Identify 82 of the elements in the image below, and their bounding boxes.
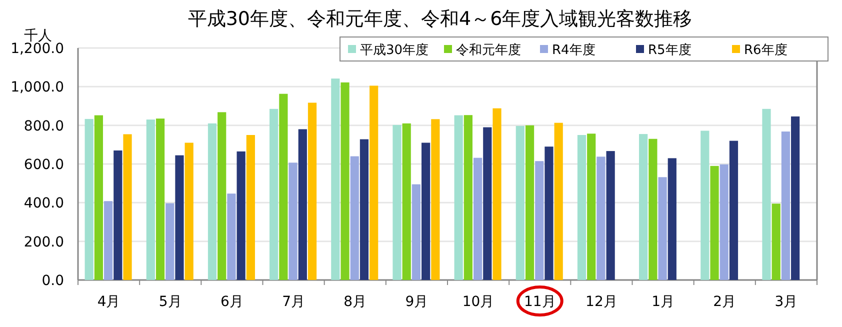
legend-label: 平成30年度 [360,42,429,58]
bar [525,125,534,280]
bar [762,108,771,280]
x-tick-label: 10月 [462,294,494,310]
bar [729,140,738,280]
bar [175,155,184,280]
bar [700,130,710,280]
x-tick-label: 2月 [713,294,736,310]
y-tick-label: 400.0 [24,196,64,212]
x-tick-label: 7月 [282,294,306,310]
bar [402,123,411,280]
bar [791,116,800,280]
y-tick-label: 200.0 [24,234,64,250]
x-tick-label: 4月 [97,294,120,310]
bar [464,115,472,280]
legend-label: R6年度 [744,42,788,58]
bar [412,184,421,280]
y-tick-label: 1,000.0 [10,80,64,96]
x-tick-label: 3月 [774,294,798,310]
bar [270,108,278,280]
bar [535,161,544,280]
bar [279,94,288,280]
x-tick-label: 5月 [158,294,182,310]
bar [246,135,255,280]
x-tick-label: 9月 [405,294,428,310]
bar [156,118,165,280]
bar [473,158,482,280]
y-tick-label: 600.0 [24,157,64,173]
bar [350,156,359,280]
x-tick-label: 1月 [652,294,675,310]
bar [639,134,648,280]
bar [340,82,350,280]
x-tick-label: 12月 [586,294,618,310]
bar [577,135,586,280]
y-axis-title: 千人 [24,28,52,44]
bar [236,151,246,280]
legend-label: R4年度 [552,42,596,58]
y-tick-label: 800.0 [24,118,64,134]
bar [587,134,596,280]
bar [370,86,378,280]
bar [104,201,113,280]
bar [84,118,94,280]
x-tick-label: 8月 [344,294,367,310]
bar [298,129,307,280]
bar [710,166,719,280]
legend-label: 令和元年度 [456,42,521,58]
bar [720,164,728,280]
bar [658,177,667,280]
legend-label: R5年度 [648,42,692,58]
bar [308,102,317,280]
bar [227,194,236,280]
x-tick-label: 6月 [220,294,244,310]
y-tick-label: 0.0 [42,273,64,289]
bar [606,151,615,280]
bar [483,127,492,280]
bar [208,123,217,280]
y-tick-label: 1,200.0 [10,41,64,57]
bar [331,78,340,280]
bar [94,115,103,280]
bar [431,119,440,280]
bar [184,142,194,280]
chart-title: 平成30年度、令和元年度、令和4～6年度入域観光客数推移 [188,8,692,30]
bar [648,138,658,280]
bar [218,112,226,280]
bar [288,162,298,280]
bar [392,124,402,280]
bar [146,120,155,280]
bar [123,134,132,280]
bar [492,108,502,280]
bar [596,156,606,280]
bar [166,203,174,280]
x-tick-label: 11月 [524,294,556,310]
bar [772,204,780,280]
bar [422,142,430,280]
bar [516,126,524,280]
bar [454,115,463,280]
bar [554,122,563,280]
bar [668,158,676,280]
bar [544,146,554,280]
bar [781,132,790,280]
bar [114,150,122,280]
bar [360,139,369,280]
